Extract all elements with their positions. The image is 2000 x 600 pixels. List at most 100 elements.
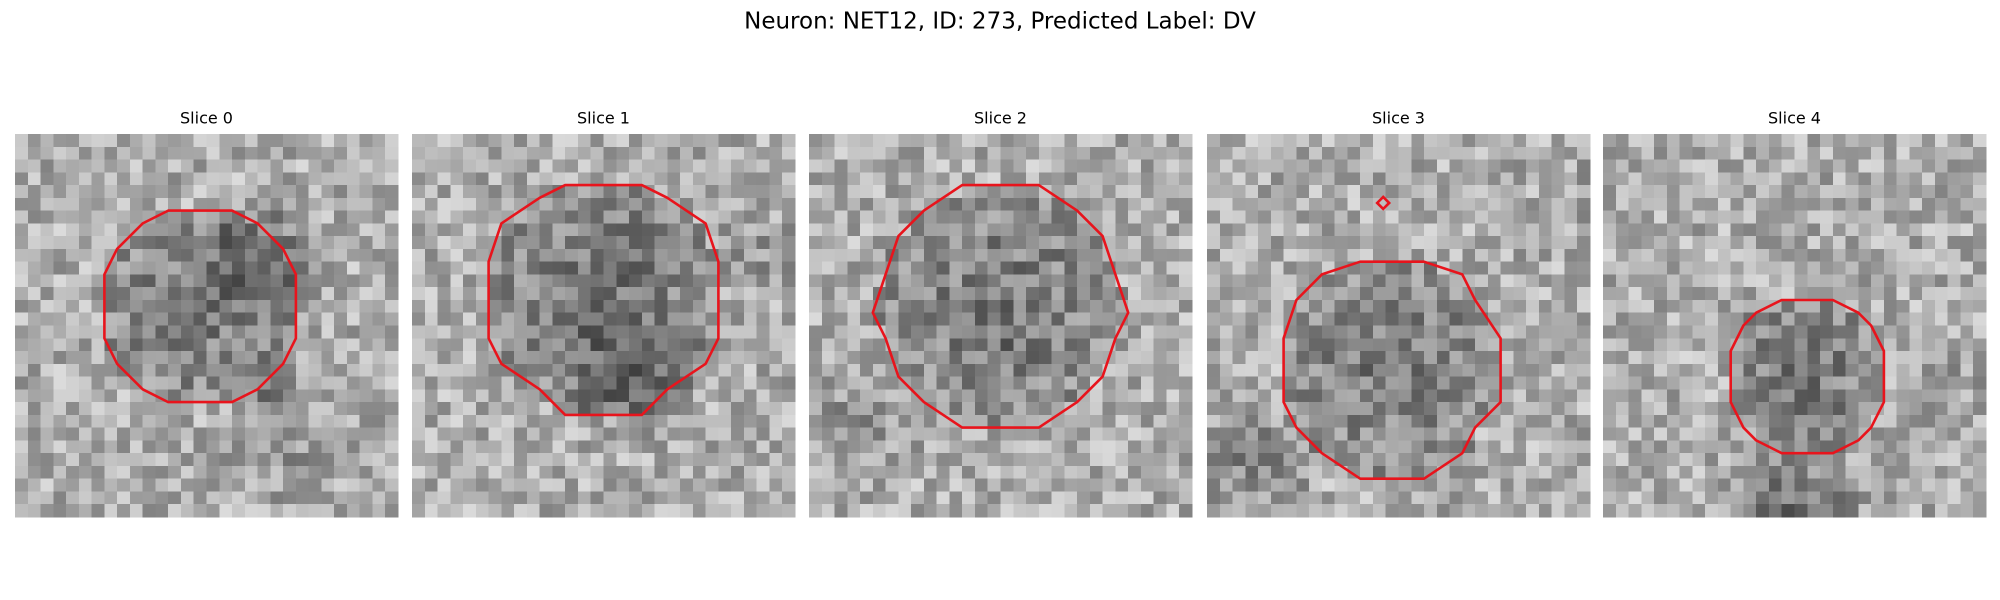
pixel: [437, 261, 451, 275]
pixel: [1641, 223, 1655, 237]
pixel: [1832, 172, 1847, 186]
pixel: [1973, 427, 1987, 441]
pixel: [577, 210, 592, 224]
pixel: [1628, 491, 1642, 505]
pixel: [654, 453, 668, 467]
pixel: [1768, 223, 1783, 237]
pixel: [526, 299, 541, 314]
pixel: [629, 427, 643, 441]
pixel: [1166, 491, 1180, 505]
pixel: [705, 465, 719, 480]
pixel: [193, 236, 207, 250]
pixel: [526, 478, 541, 492]
pixel: [78, 287, 93, 301]
pixel: [40, 185, 54, 199]
pixel: [1089, 134, 1104, 148]
pixel: [731, 363, 745, 378]
pixel: [1179, 363, 1193, 378]
pixel: [295, 465, 310, 480]
pixel: [641, 236, 656, 250]
pixel: [1756, 414, 1770, 429]
pixel: [1551, 338, 1565, 352]
pixel: [769, 351, 783, 365]
pixel: [27, 363, 42, 378]
pixel: [654, 146, 668, 161]
pixel: [1411, 159, 1425, 173]
pixel: [424, 338, 439, 352]
pixel: [1858, 440, 1872, 454]
pixel: [257, 453, 271, 467]
pixel: [1153, 134, 1167, 148]
pixel: [308, 414, 322, 429]
pixel: [1538, 427, 1553, 441]
pixel: [117, 414, 131, 429]
pixel: [117, 427, 131, 441]
pixel: [257, 197, 271, 212]
pixel: [1038, 312, 1053, 326]
pixel: [1756, 185, 1770, 199]
pixel: [1207, 236, 1221, 250]
pixel: [1832, 146, 1847, 161]
pixel: [129, 453, 144, 467]
pixel: [1013, 453, 1027, 467]
pixel: [1089, 478, 1104, 492]
pixel: [1603, 376, 1617, 390]
pixel: [834, 248, 848, 263]
pixel: [552, 134, 566, 148]
pixel: [1666, 440, 1681, 454]
pixel: [1321, 248, 1336, 263]
pixel: [692, 389, 707, 403]
pixel: [1615, 338, 1630, 352]
pixel: [1372, 465, 1387, 480]
pixel: [385, 465, 399, 480]
pixel: [1385, 465, 1399, 480]
pixel: [1768, 465, 1783, 480]
pixel: [1436, 478, 1451, 492]
pixel: [1360, 491, 1374, 505]
pixel: [1692, 159, 1706, 173]
pixel: [1089, 453, 1104, 467]
pixel: [1538, 274, 1553, 288]
pixel: [1475, 197, 1489, 212]
pixel: [616, 389, 630, 403]
pixel: [860, 299, 874, 314]
pixel: [1258, 172, 1272, 186]
pixel: [949, 248, 963, 263]
pixel: [1717, 402, 1732, 416]
pixel: [295, 134, 310, 148]
pixel: [308, 223, 322, 237]
pixel: [1934, 274, 1949, 288]
pixel: [1513, 414, 1527, 429]
pixel: [1296, 440, 1310, 454]
pixel: [1115, 376, 1129, 390]
pixel: [206, 351, 220, 365]
pixel: [359, 134, 373, 148]
pixel: [923, 325, 938, 339]
pixel: [1051, 159, 1065, 173]
pixel: [872, 351, 887, 365]
pixel: [142, 248, 156, 263]
pixel: [552, 172, 566, 186]
pixel: [616, 287, 630, 301]
pixel: [923, 465, 938, 480]
pixel: [1896, 504, 1910, 518]
pixel: [1064, 504, 1078, 518]
pixel: [911, 325, 925, 339]
pixel: [1666, 414, 1681, 429]
pixel: [705, 172, 719, 186]
pixel: [552, 427, 566, 441]
pixel: [1064, 351, 1078, 365]
pixel: [1000, 287, 1014, 301]
pixel: [142, 402, 156, 416]
pixel: [1296, 402, 1310, 416]
pixel: [1577, 248, 1591, 263]
pixel: [117, 504, 131, 518]
pixel: [219, 197, 233, 212]
pixel: [412, 465, 426, 480]
pixel: [155, 427, 169, 441]
pixel: [308, 287, 322, 301]
pixel: [1051, 236, 1065, 250]
pixel: [168, 287, 182, 301]
pixel: [1321, 236, 1336, 250]
pixel: [577, 185, 592, 199]
